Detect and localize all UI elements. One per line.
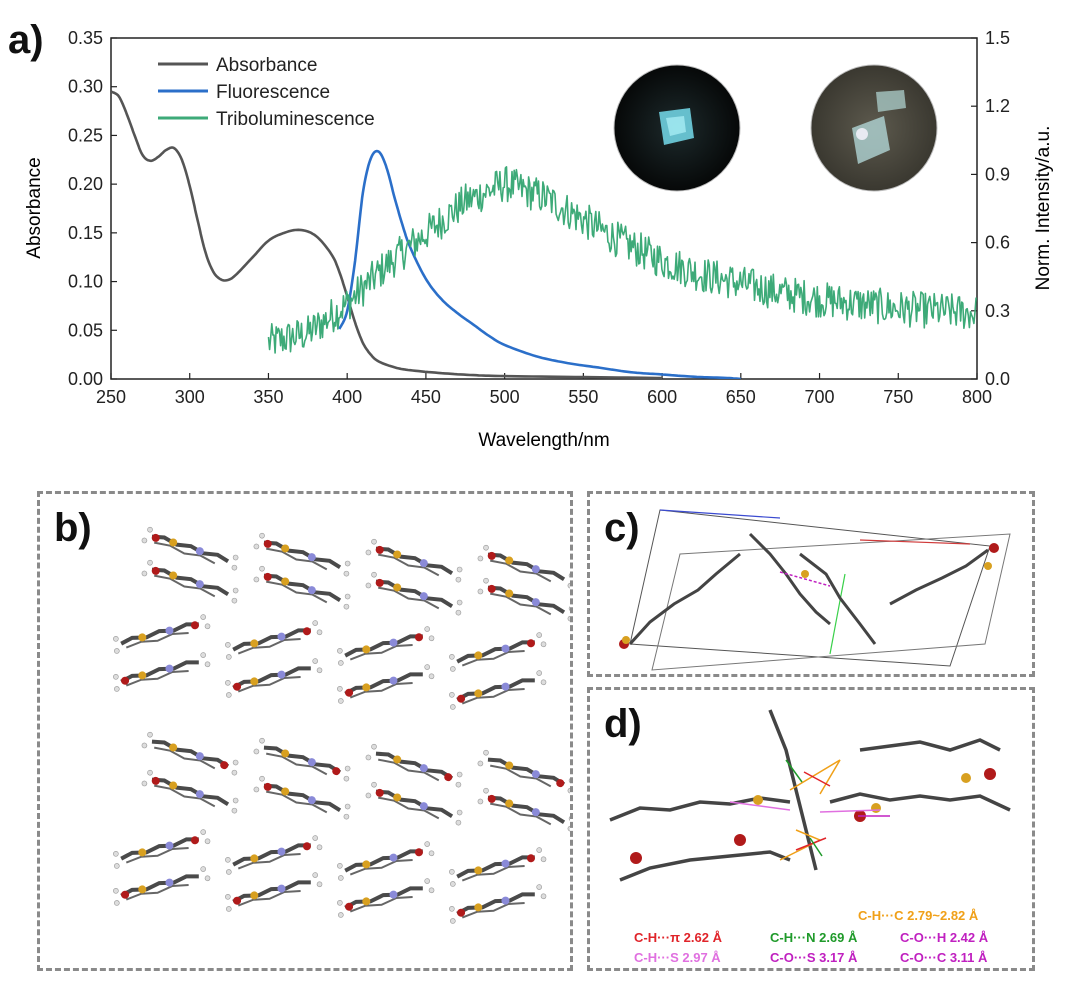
x-tick-label: 650	[726, 387, 756, 407]
molecule	[337, 878, 435, 918]
x-tick-label: 800	[962, 387, 992, 407]
y-tick-label: 0.25	[68, 125, 103, 145]
interaction-legend: C-H···C 2.79~2.82 Å C-H···π 2.62 Å C-H··…	[590, 690, 1032, 970]
interaction-ch-s: C-H···S 2.97 Å	[634, 950, 721, 965]
panel-d-interactions: d) C-H···C 2.79~2.82 Å C-H···	[587, 687, 1035, 971]
molecule	[477, 749, 570, 794]
molecule	[253, 532, 351, 577]
x-tick-label: 500	[490, 387, 520, 407]
y2-tick-label: 1.2	[985, 96, 1010, 116]
spectra-chart: 250 300 350 400 450 500 550 600 650 700 750 800 0.0…	[24, 28, 1054, 451]
interaction-co-s: C-O···S 3.17 Å	[770, 950, 858, 965]
crystal-photo-dark	[613, 64, 741, 192]
molecule	[365, 538, 463, 583]
x-tick-label: 600	[647, 387, 677, 407]
interaction-ch-n: C-H···N 2.69 Å	[770, 930, 858, 945]
x-tick-label: 250	[96, 387, 126, 407]
y-tick-label: 0.15	[68, 223, 103, 243]
x-tick-label: 450	[411, 387, 441, 407]
x-tick-label: 300	[175, 387, 205, 407]
legend-label-triboluminescence: Triboluminescence	[216, 109, 375, 130]
x-tick-label: 400	[332, 387, 362, 407]
molecule	[337, 664, 435, 704]
panel-b-label: b)	[54, 506, 92, 550]
molecule	[253, 565, 351, 610]
series-line-absorbance	[111, 90, 663, 379]
molecule	[225, 872, 323, 912]
molecule	[113, 614, 211, 654]
y2-tick-label: 0.6	[985, 233, 1010, 253]
molecule	[449, 670, 547, 710]
series-group	[111, 90, 977, 379]
x-axis-label: Wavelength/nm	[478, 430, 609, 451]
molecule	[253, 737, 351, 782]
y-tick-label: 0.10	[68, 272, 103, 292]
molecule	[337, 841, 435, 881]
molecule	[477, 544, 570, 589]
y-axis-label: Absorbance	[24, 157, 45, 258]
y-tick-label: 0.35	[68, 28, 103, 48]
molecule	[337, 626, 435, 666]
y-tick-label: 0.20	[68, 174, 103, 194]
y2-tick-label: 0.9	[985, 164, 1010, 184]
molecule	[225, 658, 323, 698]
legend-label-absorbance: Absorbance	[216, 55, 317, 76]
molecule	[449, 847, 547, 887]
x-axis-ticks: 250 300 350 400 450 500 550 600 650 700 750 800	[96, 373, 992, 407]
molecule	[365, 781, 463, 826]
y-tick-label: 0.00	[68, 369, 103, 389]
y2-tick-label: 0.3	[985, 301, 1010, 321]
y2-axis-label: Norm. Intensity/a.u.	[1033, 126, 1054, 291]
y-tick-label: 0.30	[68, 77, 103, 97]
molecule	[141, 731, 239, 776]
panel-b-packing: b)	[37, 491, 573, 971]
y-tick-label: 0.05	[68, 320, 103, 340]
y2-tick-label: 0.0	[985, 369, 1010, 389]
molecule	[141, 526, 239, 571]
panel-c-label: c)	[604, 506, 640, 550]
x-tick-label: 550	[568, 387, 598, 407]
molecule	[225, 620, 323, 660]
interaction-ch-c: C-H···C 2.79~2.82 Å	[858, 908, 979, 923]
molecule	[449, 632, 547, 672]
x-tick-label: 750	[883, 387, 913, 407]
x-tick-label: 350	[253, 387, 283, 407]
legend: Absorbance Fluorescence Triboluminescence	[158, 55, 375, 130]
y-axis-ticks: 0.00 0.05 0.10 0.15 0.20 0.25 0.30 0.35	[68, 28, 117, 389]
molecule	[113, 866, 211, 906]
molecule	[449, 884, 547, 924]
panel-a-label: a)	[8, 18, 44, 62]
molecule	[113, 652, 211, 692]
unit-cell-diagram	[619, 509, 1011, 671]
molecule	[225, 835, 323, 875]
interaction-co-c: C-O···C 3.11 Å	[900, 950, 988, 965]
y2-tick-label: 1.5	[985, 28, 1010, 48]
molecule	[113, 829, 211, 869]
panel-c-unit-cell: c)	[587, 491, 1035, 677]
interaction-ch-pi: C-H···π 2.62 Å	[634, 930, 722, 945]
plot-frame	[110, 37, 978, 380]
panel-d-label: d)	[604, 702, 642, 746]
molecule	[365, 571, 463, 616]
packing-diagram	[113, 526, 570, 924]
interaction-co-h: C-O···H 2.42 Å	[900, 930, 989, 945]
molecule	[141, 559, 239, 604]
legend-label-fluorescence: Fluorescence	[216, 82, 330, 103]
molecule	[141, 769, 239, 814]
molecule	[365, 743, 463, 788]
crystal-photo-light	[810, 64, 938, 192]
molecule	[477, 577, 570, 622]
series-line-triboluminescence	[267, 166, 977, 354]
interaction-diagram	[609, 709, 1011, 882]
series-line-fluorescence	[338, 149, 742, 379]
x-tick-label: 700	[805, 387, 835, 407]
molecule	[477, 787, 570, 832]
molecule	[253, 775, 351, 820]
y2-axis-ticks: 0.0 0.3 0.6 0.9 1.2 1.5	[971, 28, 1010, 389]
